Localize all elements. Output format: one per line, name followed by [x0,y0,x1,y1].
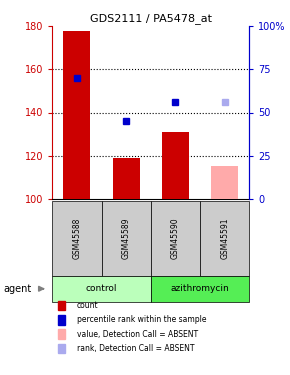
Text: value, Detection Call = ABSENT: value, Detection Call = ABSENT [77,330,198,339]
Text: GSM45591: GSM45591 [220,217,229,259]
Text: control: control [86,284,117,293]
Bar [63,31,90,199]
Text: rank, Detection Call = ABSENT: rank, Detection Call = ABSENT [77,344,194,353]
Text: azithromycin: azithromycin [171,284,229,293]
Bar [211,166,238,199]
Text: percentile rank within the sample: percentile rank within the sample [77,315,206,324]
Title: GDS2111 / PA5478_at: GDS2111 / PA5478_at [90,13,212,24]
Bar [113,158,140,199]
Text: GSM45589: GSM45589 [122,217,131,259]
Text: count: count [77,301,99,310]
Bar [162,132,189,199]
Text: GSM45588: GSM45588 [72,217,81,259]
Text: agent: agent [3,284,31,294]
Text: GSM45590: GSM45590 [171,217,180,259]
